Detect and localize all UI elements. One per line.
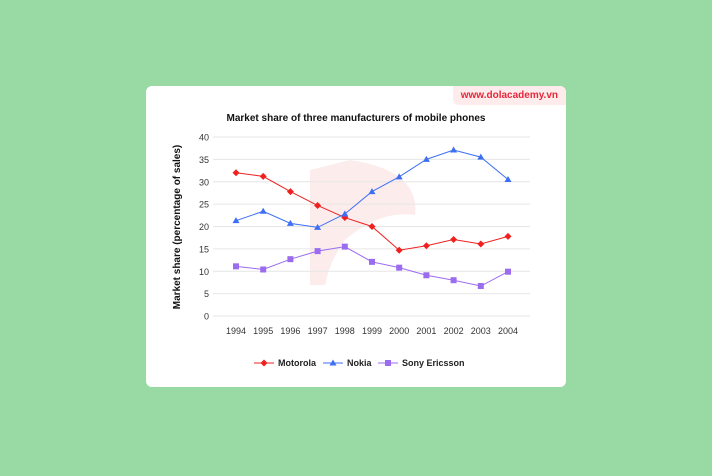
y-tick-label: 15 <box>199 244 209 254</box>
sony-ericsson-point <box>260 266 267 273</box>
motorola-point <box>422 242 430 250</box>
watermark-logo <box>310 160 416 285</box>
x-tick-label: 2003 <box>471 326 491 336</box>
y-axis-label: Market share (percentage of sales) <box>172 145 183 310</box>
sony-ericsson-point <box>287 256 294 263</box>
nokia-point <box>395 173 403 180</box>
x-tick-label: 2004 <box>498 326 518 336</box>
motorola-point <box>259 172 267 180</box>
nokia-point <box>286 219 294 226</box>
y-tick-label: 10 <box>199 267 209 277</box>
x-tick-label: 2000 <box>389 326 409 336</box>
nokia-point <box>450 146 458 153</box>
motorola-point <box>368 223 376 230</box>
y-tick-label: 40 <box>199 133 209 143</box>
x-tick-label: 2002 <box>444 326 464 336</box>
y-tick-label: 35 <box>199 155 209 165</box>
sony-ericsson-point <box>477 283 484 290</box>
sony-ericsson-point <box>369 258 375 265</box>
y-tick-label: 25 <box>199 200 209 210</box>
motorola-point <box>395 246 403 254</box>
nokia-point <box>477 153 485 160</box>
motorola-point <box>314 201 322 209</box>
legend-marker-nokia <box>329 359 337 366</box>
legend-marker-motorola <box>260 359 268 367</box>
x-tick-label: 1996 <box>280 326 300 336</box>
chart-title: Market share of three manufacturers of m… <box>227 113 486 124</box>
x-tick-label: 1999 <box>362 326 382 336</box>
legend-label-sony-ericsson: Sony Ericsson <box>402 358 465 368</box>
watermark-badge: www.dolacademy.vn <box>452 86 566 105</box>
legend-label-nokia: Nokia <box>347 358 373 368</box>
motorola-point <box>450 235 458 243</box>
nokia-point <box>259 207 267 214</box>
nokia-point <box>314 223 322 230</box>
sony-ericsson-line <box>235 246 509 287</box>
motorola-point <box>232 169 240 177</box>
y-tick-label: 20 <box>199 222 209 232</box>
sony-ericsson-point <box>423 272 430 279</box>
sony-ericsson-point <box>233 263 239 270</box>
x-tick-label: 2001 <box>416 326 436 336</box>
x-tick-label: 1994 <box>226 326 246 336</box>
sony-ericsson-point <box>396 264 403 271</box>
nokia-point <box>341 210 349 217</box>
x-tick-label: 1998 <box>335 326 355 336</box>
legend-label-motorola: Motorola <box>278 358 317 368</box>
legend-marker-sony-ericsson <box>385 360 391 366</box>
sony-ericsson-point <box>450 277 457 284</box>
x-tick-label: 1995 <box>253 326 273 336</box>
nokia-point <box>504 176 512 183</box>
motorola-point <box>286 188 294 196</box>
sony-ericsson-point <box>314 248 321 255</box>
y-tick-label: 5 <box>204 289 209 299</box>
sony-ericsson-point <box>341 243 348 250</box>
x-tick-label: 1997 <box>308 326 328 336</box>
motorola-point <box>477 240 485 248</box>
sony-ericsson-point <box>505 268 511 275</box>
nokia-point <box>232 217 240 224</box>
nokia-point <box>368 188 376 195</box>
y-tick-label: 0 <box>204 312 209 322</box>
y-tick-label: 30 <box>199 177 209 187</box>
motorola-point <box>504 232 512 240</box>
chart-card: www.dolacademy.vn <box>146 86 566 387</box>
nokia-point <box>422 155 430 162</box>
